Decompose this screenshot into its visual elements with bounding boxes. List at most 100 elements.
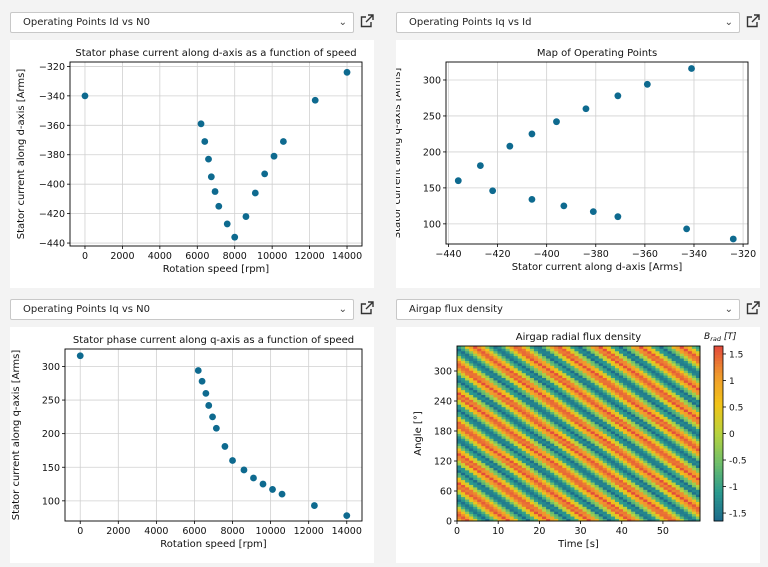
heatmap-cell: [465, 431, 470, 434]
heatmap-cell: [582, 360, 587, 364]
heatmap-cell: [631, 455, 636, 459]
heatmap-cell: [497, 360, 502, 364]
heatmap-cell: [655, 380, 660, 383]
heatmap-cell: [457, 406, 462, 410]
heatmap-cell: [582, 457, 587, 461]
heatmap-cell: [651, 455, 656, 459]
heatmap-cell: [647, 496, 652, 500]
heatmap-cell: [627, 414, 632, 417]
heatmap-cell: [643, 431, 648, 434]
heatmap-cell: [542, 375, 547, 378]
heatmap-cell: [529, 501, 535, 505]
heatmap-cell: [525, 348, 531, 352]
x-tick-label: 50: [657, 526, 669, 537]
heatmap-cell: [558, 499, 563, 502]
heatmap-cell: [465, 401, 470, 405]
heatmap-cell: [550, 477, 555, 481]
heatmap-cell: [643, 397, 648, 400]
heatmap-cell: [627, 406, 632, 410]
colorbar-segment: [714, 506, 723, 510]
heatmap-cell: [570, 503, 575, 507]
heatmap-cell: [505, 389, 511, 393]
heatmap-cell: [550, 363, 555, 366]
heatmap-cell: [469, 496, 474, 500]
heatmap-cell: [610, 452, 616, 456]
heatmap-cell: [570, 382, 575, 386]
heatmap-cell: [695, 346, 701, 349]
y-tick-label: −360: [39, 121, 65, 132]
heatmap-cell: [594, 353, 600, 357]
heatmap-cell: [554, 486, 559, 490]
heatmap-cell: [489, 518, 494, 522]
heatmap-cell: [610, 486, 616, 490]
heatmap-cell: [683, 421, 689, 425]
heatmap-cell: [610, 365, 616, 369]
heatmap-cell: [481, 491, 486, 495]
heatmap-cell: [659, 346, 664, 349]
external-link-icon[interactable]: [359, 300, 375, 316]
heatmap-cell: [461, 358, 466, 361]
heatmap-cell: [586, 455, 592, 459]
heatmap-cell: [610, 404, 616, 408]
heatmap-cell: [525, 426, 531, 430]
heatmap-cell: [614, 418, 620, 422]
heatmap-cell: [546, 355, 551, 359]
heatmap-cell: [493, 486, 498, 490]
heatmap-cell: [675, 484, 681, 488]
heatmap-cell: [550, 443, 555, 447]
heatmap-cell: [554, 438, 559, 442]
plot-selector[interactable]: Operating Points Iq vs Id ⌄: [396, 12, 740, 33]
external-link-icon[interactable]: [745, 13, 761, 29]
heatmap-cell: [655, 404, 660, 408]
heatmap-cell: [627, 482, 632, 485]
heatmap-cell: [679, 440, 685, 444]
heatmap-cell: [501, 377, 506, 381]
heatmap-cell: [529, 363, 535, 366]
heatmap-cell: [489, 367, 494, 371]
heatmap-cell: [542, 380, 547, 383]
heatmap-cell: [566, 450, 571, 454]
heatmap-cell: [538, 499, 543, 502]
heatmap-cell: [485, 392, 490, 396]
heatmap-cell: [687, 418, 693, 422]
heatmap-cell: [473, 438, 478, 442]
heatmap-cell: [675, 448, 681, 451]
heatmap-cell: [529, 358, 535, 361]
heatmap-cell: [619, 477, 624, 481]
heatmap-cell: [598, 367, 604, 371]
heatmap-cell: [586, 384, 592, 388]
heatmap-cell: [542, 516, 547, 519]
plot-frame: [69, 61, 363, 247]
heatmap-cell: [521, 414, 527, 417]
heatmap-cell: [509, 421, 515, 425]
heatmap-cell: [493, 353, 498, 357]
heatmap-cell: [558, 428, 563, 432]
heatmap-cell: [578, 423, 583, 427]
heatmap-cell: [647, 450, 652, 454]
heatmap-cell: [461, 450, 466, 454]
heatmap-cell: [679, 516, 685, 519]
plot-selector[interactable]: Airgap flux density ⌄: [396, 299, 740, 320]
heatmap-cell: [473, 384, 478, 388]
heatmap-cell: [675, 467, 681, 471]
plot-selector[interactable]: Operating Points Id vs N0 ⌄: [10, 12, 354, 33]
heatmap-cell: [631, 477, 636, 481]
heatmap-cell: [619, 428, 624, 432]
heatmap-cell: [509, 404, 515, 408]
heatmap-cell: [651, 489, 656, 493]
heatmap-cell: [610, 443, 616, 447]
heatmap-cell: [505, 482, 511, 485]
heatmap-cell: [566, 380, 571, 383]
heatmap-cell: [493, 443, 498, 447]
plot-selector[interactable]: Operating Points Iq vs N0 ⌄: [10, 299, 354, 320]
heatmap-cell: [610, 472, 616, 476]
heatmap-cell: [582, 365, 587, 369]
heatmap-cell: [659, 445, 664, 449]
heatmap-cell: [566, 489, 571, 493]
heatmap-cell: [485, 370, 490, 374]
external-link-icon[interactable]: [359, 13, 375, 29]
heatmap-cell: [687, 448, 693, 451]
external-link-icon[interactable]: [745, 300, 761, 316]
heatmap-cell: [651, 457, 656, 461]
heatmap-cell: [570, 355, 575, 359]
